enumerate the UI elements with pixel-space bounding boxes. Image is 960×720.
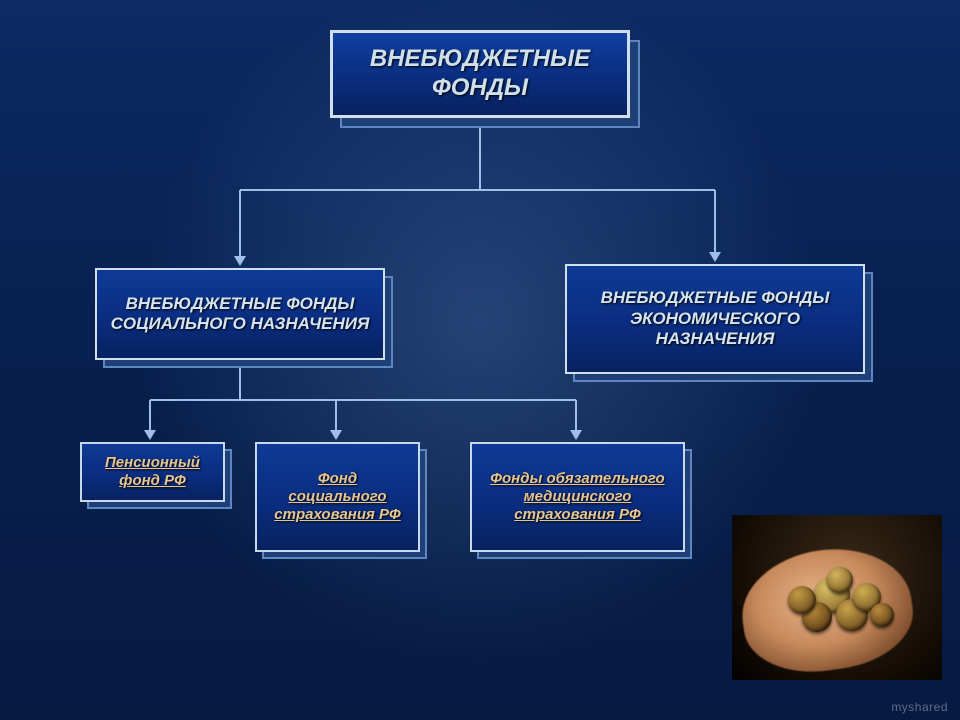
- leaf-a-box[interactable]: Пенсионный фонд РФ: [80, 442, 225, 502]
- connector: [714, 190, 716, 252]
- coin-icon: [870, 603, 894, 627]
- mid-left-label: ВНЕБЮДЖЕТНЫЕ ФОНДЫ СОЦИАЛЬНОГО НАЗНАЧЕНИ…: [107, 294, 373, 335]
- connector: [149, 400, 151, 430]
- connector: [239, 368, 241, 400]
- coins-image: [732, 515, 942, 680]
- connector: [240, 189, 715, 191]
- coin-icon: [827, 567, 853, 593]
- connector: [575, 400, 577, 430]
- arrow-head-icon: [234, 256, 246, 266]
- leaf-c-box[interactable]: Фонды обязательного медицинского страхов…: [470, 442, 685, 552]
- arrow-head-icon: [144, 430, 156, 440]
- leaf-b-label: Фонд социального страхования РФ: [267, 470, 408, 524]
- arrow-head-icon: [330, 430, 342, 440]
- root-box: ВНЕБЮДЖЕТНЫЕ ФОНДЫ: [330, 30, 630, 118]
- leaf-a-label: Пенсионный фонд РФ: [92, 454, 213, 490]
- mid-left-box: ВНЕБЮДЖЕТНЫЕ ФОНДЫ СОЦИАЛЬНОГО НАЗНАЧЕНИ…: [95, 268, 385, 360]
- slide-stage: ВНЕБЮДЖЕТНЫЕ ФОНДЫ ВНЕБЮДЖЕТНЫЕ ФОНДЫ СО…: [0, 0, 960, 720]
- connector: [150, 399, 576, 401]
- mid-right-box: ВНЕБЮДЖЕТНЫЕ ФОНДЫ ЭКОНОМИЧЕСКОГО НАЗНАЧ…: [565, 264, 865, 374]
- arrow-head-icon: [709, 252, 721, 262]
- connector: [239, 190, 241, 256]
- coin-icon: [788, 586, 816, 614]
- arrow-head-icon: [570, 430, 582, 440]
- watermark-label: myshared: [891, 700, 948, 714]
- leaf-c-label: Фонды обязательного медицинского страхов…: [482, 470, 673, 524]
- root-box-label: ВНЕБЮДЖЕТНЫЕ ФОНДЫ: [343, 45, 617, 103]
- connector: [479, 128, 481, 190]
- mid-right-label: ВНЕБЮДЖЕТНЫЕ ФОНДЫ ЭКОНОМИЧЕСКОГО НАЗНАЧ…: [577, 288, 853, 349]
- connector: [335, 400, 337, 430]
- leaf-b-box[interactable]: Фонд социального страхования РФ: [255, 442, 420, 552]
